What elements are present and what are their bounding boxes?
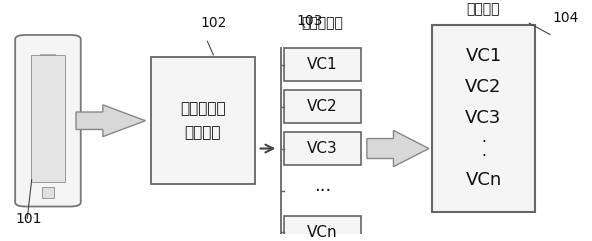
Text: ·
·: · · [481,135,486,164]
Text: VC3: VC3 [307,141,338,156]
Text: VC3: VC3 [465,109,501,127]
Text: 数据仓库: 数据仓库 [466,2,500,16]
Bar [31,55,65,182]
Bar [284,48,361,81]
Text: VCn: VCn [465,172,501,189]
Text: VC1: VC1 [465,47,501,66]
Bar [284,90,361,123]
Polygon shape [367,130,429,167]
Bar [42,187,54,198]
FancyBboxPatch shape [15,35,81,207]
Text: VC2: VC2 [465,79,501,96]
Text: VC1: VC1 [307,57,338,72]
Text: 可验证声明: 可验证声明 [302,16,343,30]
Polygon shape [76,105,146,137]
Text: VCn: VCn [307,225,338,240]
Text: 102: 102 [200,16,227,30]
Text: 104: 104 [553,11,580,26]
Bar [284,216,361,241]
Text: ···: ··· [314,181,331,200]
Text: 103: 103 [296,14,323,28]
Text: VC2: VC2 [307,99,338,114]
Bar [432,26,535,212]
Text: 分布式数字
身份标识: 分布式数字 身份标识 [180,101,226,141]
Bar [152,57,255,184]
Bar [284,132,361,165]
Text: 101: 101 [15,212,42,226]
